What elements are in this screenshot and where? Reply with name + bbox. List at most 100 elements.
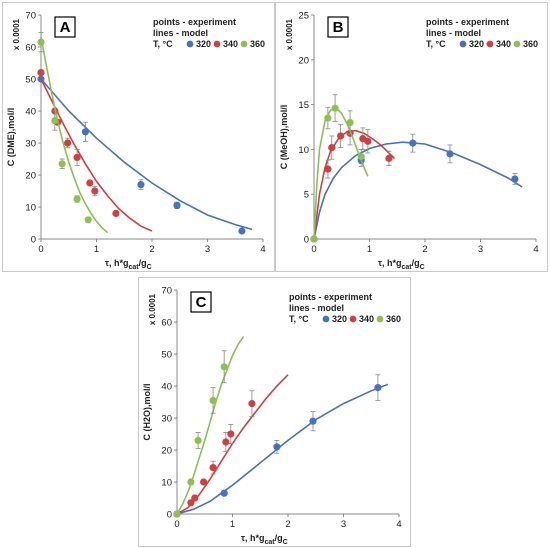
x-tick-label: 4 bbox=[533, 244, 538, 255]
model-line-320 bbox=[40, 78, 253, 231]
y-tick-label: 50 bbox=[25, 75, 36, 86]
x-axis-label: τ, h*gcat/gC bbox=[241, 533, 288, 546]
x-axis-label: τ, h*gcat/gC bbox=[378, 258, 425, 271]
y-tick-label: 0 bbox=[31, 235, 36, 246]
data-point-360 bbox=[58, 160, 66, 168]
panel-letter: C bbox=[196, 294, 207, 311]
x-axis-label-sub-cat: cat bbox=[402, 264, 413, 271]
legend-prefix: T, °C bbox=[153, 39, 173, 49]
data-point-360 bbox=[346, 118, 354, 127]
panel-c: 0 10 20 30 40 50 60 70 0 1 2 3 4 x 0.0001 C (H2O),mol/… bbox=[138, 277, 411, 547]
model-line-320 bbox=[313, 141, 523, 240]
x-tick-label: 2 bbox=[149, 244, 154, 255]
data-point-320 bbox=[446, 150, 454, 158]
data-point-340 bbox=[86, 179, 94, 187]
x-axis-label-sub-c: C bbox=[147, 264, 152, 271]
legend-marker-340 bbox=[349, 315, 357, 323]
y-axis-label: C (MeOH),mol/l bbox=[279, 105, 289, 170]
y-tick-label: 10 bbox=[298, 145, 309, 156]
y-tick-label: 30 bbox=[161, 414, 172, 425]
y-tick-label: 40 bbox=[161, 382, 172, 393]
chart-b: 0 5 10 15 20 25 0 1 2 3 4 x 0.0001 C (MeOH),mol/l τ, … bbox=[279, 11, 539, 272]
legend-series-name: 340 bbox=[359, 314, 374, 324]
y-tick-label: 10 bbox=[161, 478, 172, 489]
legend-marker-340 bbox=[213, 40, 221, 48]
data-point-340 bbox=[328, 144, 336, 152]
legend-note: points - experiment bbox=[289, 292, 372, 302]
legend-series-name: 360 bbox=[250, 39, 265, 49]
y-tick-label: 0 bbox=[304, 235, 309, 246]
y-axis-label: C (H2O),mol/l bbox=[142, 383, 152, 440]
data-point-340 bbox=[73, 153, 81, 161]
panel-b: 0 5 10 15 20 25 0 1 2 3 4 x 0.0001 C (MeOH),mol/l τ, … bbox=[275, 2, 548, 272]
y-tick-label: 25 bbox=[298, 11, 309, 22]
series-320 bbox=[310, 133, 523, 243]
data-point-360 bbox=[51, 117, 59, 125]
legend-note: lines - model bbox=[153, 28, 208, 38]
model-line-320 bbox=[176, 383, 389, 515]
panel-letter-box bbox=[54, 16, 76, 38]
x-tick-label: 4 bbox=[260, 244, 265, 255]
data-point-320 bbox=[173, 201, 181, 209]
data-point-360 bbox=[324, 114, 332, 122]
x-tick-label: 2 bbox=[285, 519, 290, 530]
legend-series-name: 360 bbox=[523, 39, 538, 49]
series-360 bbox=[173, 335, 245, 518]
data-point-360 bbox=[220, 363, 228, 371]
data-point-340 bbox=[227, 430, 235, 438]
chart-a: 0 10 20 30 40 50 60 70 0 1 2 3 4 x 0.0001 C (DME),mol/… bbox=[6, 11, 266, 272]
x-axis-label-main: τ, h*g bbox=[105, 258, 129, 268]
y-tick-label: 0 bbox=[167, 510, 172, 521]
data-point-320 bbox=[81, 128, 89, 136]
x-axis-label-sub-cat: cat bbox=[129, 264, 140, 271]
scale-label: x 0.0001 bbox=[12, 18, 21, 50]
x-tick-label: 1 bbox=[367, 244, 372, 255]
y-tick-label: 70 bbox=[161, 286, 172, 297]
legend-prefix: T, °C bbox=[289, 314, 309, 324]
panel-letter: A bbox=[60, 19, 71, 36]
y-tick-label: 20 bbox=[298, 55, 309, 66]
y-axis-label: C (DME),mol/l bbox=[6, 108, 16, 167]
x-axis-label-sub-cat: cat bbox=[265, 539, 276, 546]
data-point-340 bbox=[200, 478, 208, 486]
legend-marker-360 bbox=[513, 40, 521, 48]
data-point-340 bbox=[337, 132, 345, 140]
legend-series-name: 320 bbox=[332, 314, 347, 324]
data-point-360 bbox=[173, 510, 181, 518]
legend-prefix: T, °C bbox=[426, 39, 446, 49]
y-tick-label: 60 bbox=[161, 318, 172, 329]
series-340 bbox=[37, 69, 153, 232]
y-tick-label: 30 bbox=[25, 139, 36, 150]
model-line-340 bbox=[40, 78, 153, 232]
data-point-360 bbox=[310, 235, 318, 243]
data-point-320 bbox=[511, 175, 519, 183]
x-tick-label: 0 bbox=[38, 244, 43, 255]
scale-label: x 0.0001 bbox=[148, 293, 157, 325]
x-tick-label: 1 bbox=[230, 519, 235, 530]
data-point-360 bbox=[187, 478, 195, 486]
data-point-360 bbox=[73, 195, 81, 203]
x-tick-label: 3 bbox=[478, 244, 483, 255]
x-tick-label: 3 bbox=[205, 244, 210, 255]
data-point-340 bbox=[324, 165, 332, 173]
model-line-360 bbox=[176, 335, 245, 515]
data-point-340 bbox=[187, 499, 195, 507]
y-tick-label: 15 bbox=[298, 100, 309, 111]
series-360 bbox=[310, 94, 369, 243]
legend-marker-320 bbox=[459, 40, 467, 48]
data-point-320 bbox=[220, 489, 228, 497]
x-axis-label-main: τ, h*g bbox=[378, 258, 402, 268]
data-point-360 bbox=[37, 38, 45, 46]
data-point-320 bbox=[309, 417, 317, 425]
data-point-320 bbox=[374, 384, 382, 392]
legend-series-name: 320 bbox=[469, 39, 484, 49]
y-tick-label: 20 bbox=[25, 171, 36, 182]
x-tick-label: 4 bbox=[396, 519, 401, 530]
legend-series-name: 340 bbox=[496, 39, 511, 49]
data-point-340 bbox=[37, 69, 45, 77]
data-point-340 bbox=[209, 464, 217, 472]
data-point-340 bbox=[91, 187, 99, 195]
series-320 bbox=[37, 75, 253, 235]
